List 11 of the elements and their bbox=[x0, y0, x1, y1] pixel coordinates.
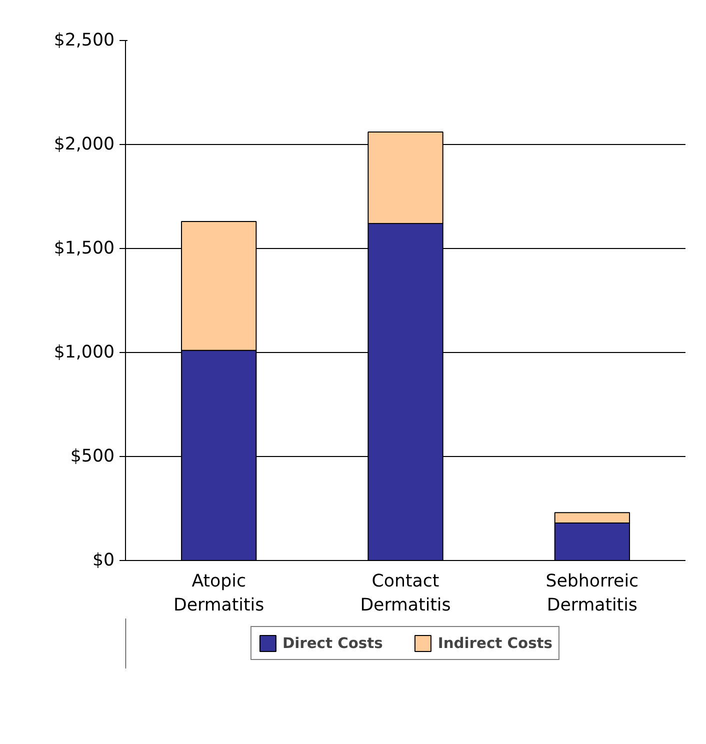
x-tick-label: Sebhorreic Dermatitis bbox=[546, 572, 639, 616]
y-tick-label: $1,000 bbox=[54, 342, 115, 362]
x-tick-label: Atopic Dermatitis bbox=[174, 572, 264, 616]
y-tick-label: $0 bbox=[92, 550, 115, 570]
y-tick-label: $500 bbox=[70, 446, 115, 466]
y-tick-label: $2,000 bbox=[54, 134, 115, 154]
y-tick-label: $2,500 bbox=[54, 30, 115, 50]
x-tick-label: Contact Dermatitis bbox=[360, 572, 451, 616]
y-tick-label: $1,500 bbox=[54, 238, 115, 258]
legend-label: Direct Costs bbox=[282, 634, 383, 652]
legend-label: Indirect Costs bbox=[438, 634, 553, 652]
